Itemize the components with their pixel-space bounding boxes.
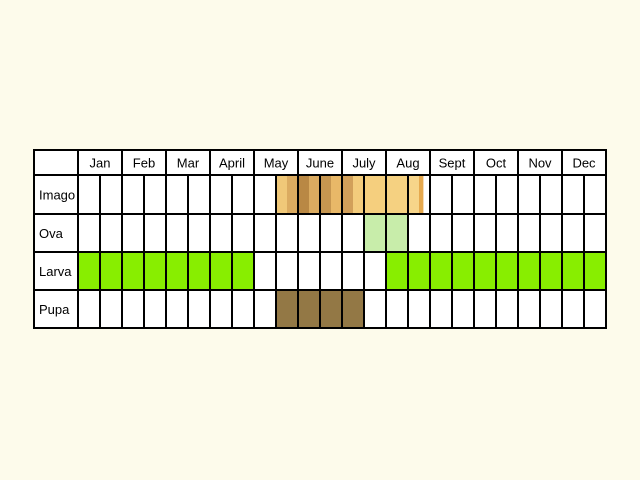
month-label: Feb (133, 156, 155, 171)
row-label-larva: Larva (39, 264, 72, 279)
imago-fill-7 (353, 175, 364, 214)
month-label: Mar (177, 156, 200, 171)
month-label: Nov (528, 156, 552, 171)
imago-fill-1 (287, 175, 298, 214)
imago-fill-2 (298, 175, 309, 214)
imago-fill-3 (309, 175, 320, 214)
grid-lines (33, 149, 607, 329)
row-label-imago: Imago (39, 188, 75, 203)
month-label: Dec (572, 156, 596, 171)
imago-fill-5 (331, 175, 342, 214)
month-label: Oct (486, 156, 507, 171)
month-label: Aug (396, 156, 419, 171)
imago-fill-11 (419, 175, 424, 214)
month-label: April (219, 156, 245, 171)
labels: Jan Feb Mar April May June July Aug Sept Oct Nov De… (39, 156, 596, 318)
imago-fill-4 (320, 175, 331, 214)
row-label-pupa: Pupa (39, 302, 70, 317)
imago-fill-8 (364, 175, 386, 214)
month-label: Jan (90, 156, 111, 171)
row-label-ova: Ova (39, 226, 64, 241)
imago-fill-0 (276, 175, 287, 214)
imago-fill-10 (408, 175, 419, 214)
imago-fill-6 (342, 175, 353, 214)
month-label: June (306, 156, 334, 171)
month-label: May (264, 156, 289, 171)
month-label: Sept (439, 156, 466, 171)
imago-fill-9 (386, 175, 408, 214)
month-label: July (352, 156, 376, 171)
